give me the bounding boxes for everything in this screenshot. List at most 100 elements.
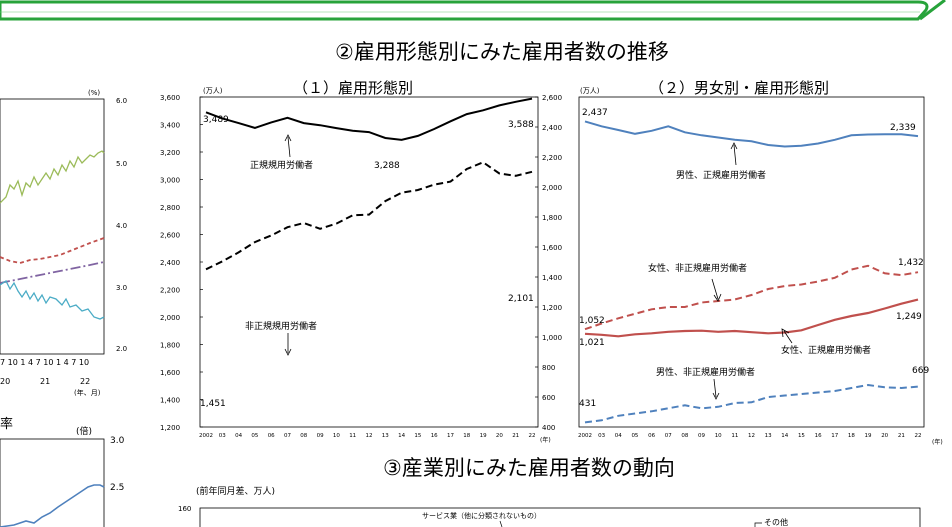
chart2-x-tick-label: 20 [881, 433, 888, 439]
chart2-gender-employment-type: (万人) 2002 03 04 05 06 07 08 09 10 11 12 13 14 15 16 17 1… [578, 87, 943, 446]
chart1-x-unit: (年) [540, 436, 551, 444]
left-month-ticks: 7 10 1 4 7 10 1 4 7 10 [0, 358, 89, 367]
chart1-right-tick-label: 2,400 [542, 124, 562, 132]
chart1-right-tick-label: 1,000 [542, 334, 562, 342]
chart1-x-tick-label: 19 [480, 433, 487, 439]
chart2-x-tick-label: 22 [915, 433, 922, 439]
chart2-x-tick-label: 15 [798, 433, 805, 439]
chart2-x-tick-label: 03 [598, 433, 605, 439]
series-line-female-regular [584, 298, 919, 338]
chart1-left-tick-label: 2,600 [160, 232, 180, 240]
chart1-x-tick-label: 05 [251, 433, 258, 439]
chart1-x-tick-label: 04 [235, 433, 242, 439]
left-unit-pct: (%) [88, 89, 100, 97]
left-series-teal [0, 280, 105, 320]
chart1-left-tick-label: 3,600 [160, 94, 180, 102]
chart2-x-tick-label: 18 [848, 433, 855, 439]
chart2-label-431: 431 [579, 399, 596, 409]
chart2-x-tick-label: 2002 [578, 433, 592, 439]
series-line-regular-workers [205, 97, 533, 141]
left-tick-4: 4.0 [116, 222, 127, 230]
chart1-label-2101: 2,101 [508, 294, 534, 304]
chart2-annotation-male-nonregular: 男性、非正規雇用労働者 [656, 366, 755, 378]
chart2-x-tick-label: 08 [681, 433, 688, 439]
chart1-right-tick-label: 2,600 [542, 94, 562, 102]
chart1-right-tick-label: 800 [542, 364, 555, 372]
chart2-x-tick-label: 06 [648, 433, 655, 439]
left-plot-frame [0, 98, 105, 355]
chart1-plot-frame [199, 96, 539, 428]
chart2-x-unit: (年) [932, 438, 943, 446]
chart1-x-tick-label: 15 [414, 433, 421, 439]
series-line-nonregular-workers [205, 161, 533, 271]
section-title-3: ③産業別にみた雇用者数の動向 [383, 456, 675, 480]
chart2-label-2437: 2,437 [582, 108, 608, 118]
chart2-x-tick-label: 19 [865, 433, 872, 439]
left-tick-6: 6.0 [116, 97, 127, 105]
chart1-left-tick-label: 3,200 [160, 149, 180, 157]
chart2-label-1021: 1,021 [579, 338, 605, 348]
chart1-annotation-nonregular: 非正規規用労働者 [245, 320, 317, 332]
chart1-annotation-regular: 正規規用労働者 [250, 159, 313, 171]
left-tick-2: 2.0 [116, 345, 127, 353]
series-line-male-nonregular [584, 383, 919, 424]
chart1-x-tick-label: 17 [447, 433, 454, 439]
chart1-x-tick-label: 10 [333, 433, 340, 439]
chart2-annotation-male-regular: 男性、正規雇用労働者 [676, 169, 766, 181]
chart1-x-tick-label: 13 [382, 433, 389, 439]
chart1-label-1451: 1,451 [200, 399, 226, 409]
left-year-22: 22 [80, 377, 90, 386]
chart1-x-tick-label: 12 [366, 433, 373, 439]
left-series-green [0, 150, 105, 204]
chart1-x-tick-label: 16 [431, 433, 438, 439]
chart2-x-tick-label: 04 [615, 433, 622, 439]
chart1-x-tick-label: 2002 [199, 433, 213, 439]
left-lower-frame [0, 438, 105, 527]
chart3-annotation-services: サービス業（他に分類されないもの） [422, 511, 541, 520]
chart1-left-tick-label: 2,400 [160, 259, 180, 267]
chart1-employment-type: (万人) 1,200 1,400 1,600 1,800 2,000 2,200 2,400… [160, 87, 562, 444]
chart1-label-3489: 3,489 [203, 115, 229, 125]
chart1-left-tick-label: 3,400 [160, 122, 180, 130]
chart2-unit: (万人) [580, 87, 600, 95]
series-line-female-nonregular [584, 264, 919, 331]
chart3-industry: (前年同月差、万人) 160 サービス業（他に分類されないもの） その他 [178, 485, 921, 527]
chart2-x-tick-label: 09 [698, 433, 705, 439]
chart1-right-tick-label: 2,000 [542, 184, 562, 192]
header-banner [0, 0, 946, 21]
section-title-2: ②雇用形態別にみた雇用者数の推移 [335, 40, 669, 64]
chart2-annotation-female-nonregular: 女性、非正規雇用労働者 [648, 262, 747, 274]
left-series-purple [0, 261, 105, 284]
chart3-unit: (前年同月差、万人) [196, 485, 275, 497]
chart1-left-tick-label: 1,600 [160, 369, 180, 377]
chart2-x-tick-label: 21 [898, 433, 905, 439]
left-tick-5: 5.0 [116, 160, 127, 168]
chart1-label-3588: 3,588 [508, 120, 534, 130]
left-lower-tick-3: 3.0 [110, 436, 125, 446]
left-tick-3: 3.0 [116, 284, 127, 292]
series-line-male-regular [584, 120, 919, 148]
chart2-title: （２）男女別・雇用形態別 [649, 79, 830, 97]
chart1-x-tick-label: 11 [349, 433, 356, 439]
chart1-x-tick-label: 06 [268, 433, 275, 439]
left-axis-suffix: (年、月) [74, 388, 101, 397]
chart2-x-tick-label: 16 [815, 433, 822, 439]
chart1-right-tick-label: 1,600 [542, 244, 562, 252]
chart1-unit: (万人) [203, 87, 223, 95]
chart2-annotation-female-regular: 女性、正規雇用労働者 [781, 344, 871, 356]
chart1-x-tick-label: 08 [300, 433, 307, 439]
chart2-x-tick-label: 11 [731, 433, 738, 439]
chart1-left-tick-label: 2,200 [160, 287, 180, 295]
chart1-x-tick-label: 09 [317, 433, 324, 439]
left-series-red [0, 237, 105, 264]
chart1-left-tick-label: 1,200 [160, 424, 180, 432]
left-lower-label: 率 [0, 416, 13, 432]
chart1-right-tick-label: 600 [542, 394, 555, 402]
left-lower-tick-2-5: 2.5 [110, 483, 124, 493]
chart1-x-tick-label: 21 [512, 433, 519, 439]
left-lower-series-blue [0, 484, 105, 527]
chart1-pointer-regular [287, 136, 291, 158]
chart2-label-1249: 1,249 [896, 312, 922, 322]
chart2-x-tick-label: 14 [781, 433, 788, 439]
chart2-x-tick-label: 17 [831, 433, 838, 439]
